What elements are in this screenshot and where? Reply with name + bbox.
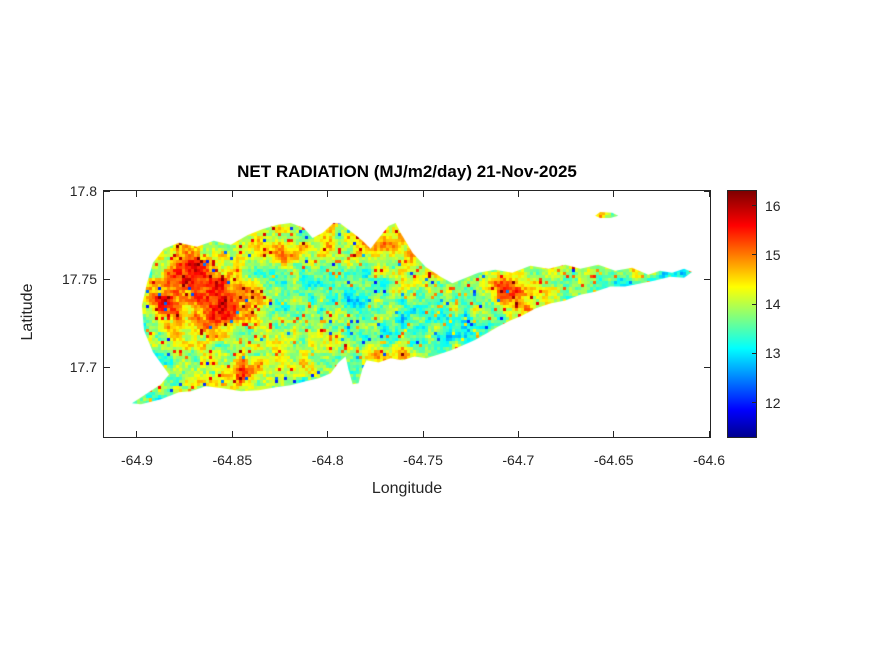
x-axis-label: Longitude — [371, 480, 443, 497]
x-tick-mirror — [613, 191, 615, 197]
x-tick-mirror — [231, 191, 233, 197]
x-tick-label: -64.8 — [311, 452, 344, 468]
x-tick-label: -64.85 — [212, 452, 253, 468]
chart-title: NET RADIATION (MJ/m2/day) 21-Nov-2025 — [237, 162, 577, 181]
heatmap-canvas — [104, 191, 710, 437]
colorbar-tick-label: 16 — [765, 197, 781, 214]
y-tick-mirror — [704, 366, 710, 368]
x-tick-mirror — [517, 191, 519, 197]
y-tick-mirror — [704, 278, 710, 280]
colorbar-gradient — [728, 191, 756, 437]
colorbar-tick-label: 12 — [765, 394, 781, 411]
x-tick-mirror — [327, 191, 329, 197]
x-tick — [327, 431, 329, 437]
y-tick-label: 17.75 — [61, 271, 97, 288]
colorbar-tick-label: 13 — [765, 345, 781, 362]
colorbar-tick — [752, 205, 756, 207]
colorbar — [727, 190, 757, 438]
x-tick-label: -64.75 — [403, 452, 443, 468]
colorbar-tick-label: 15 — [765, 246, 781, 263]
y-tick-label: 17.8 — [69, 183, 97, 199]
y-tick — [104, 278, 110, 280]
y-tick — [104, 366, 110, 368]
colorbar-tick — [752, 303, 756, 305]
x-tick-mirror — [422, 191, 424, 197]
x-tick — [136, 431, 138, 437]
x-tick-label: -64.65 — [593, 452, 634, 468]
x-tick — [517, 431, 519, 437]
x-tick-label: -64.6 — [693, 452, 725, 468]
colorbar-tick — [752, 254, 756, 256]
y-tick-mirror — [704, 190, 710, 192]
colorbar-tick-label: 14 — [765, 296, 781, 313]
y-tick-label: 17.7 — [69, 359, 97, 376]
y-tick — [104, 190, 110, 192]
x-tick-mirror — [136, 191, 138, 197]
x-tick — [613, 431, 615, 437]
x-tick — [422, 431, 424, 437]
x-tick-label: -64.7 — [502, 452, 535, 468]
x-tick — [231, 431, 233, 437]
colorbar-tick — [752, 402, 756, 404]
x-tick — [708, 431, 710, 437]
plot-area — [103, 190, 711, 438]
colorbar-tick — [752, 352, 756, 354]
x-tick-label: -64.9 — [121, 452, 153, 468]
x-tick-mirror — [708, 191, 710, 197]
